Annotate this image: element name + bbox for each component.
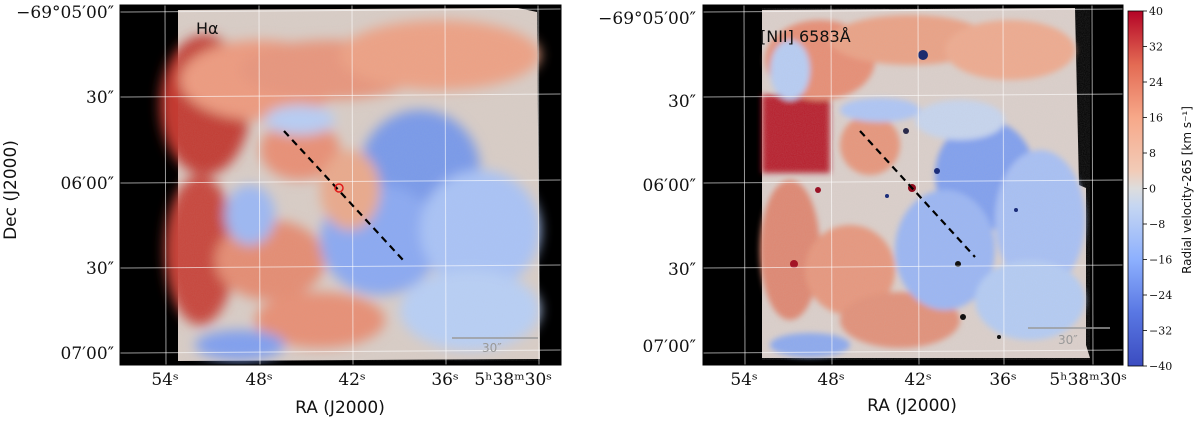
scale-bar-label: 30″ xyxy=(1058,333,1078,347)
colorbar-tick-label: −24 xyxy=(1149,289,1172,302)
colorbar-tick-label: 40 xyxy=(1149,5,1163,18)
dec-tick-label: 07′00″ xyxy=(643,337,696,357)
velocity-map xyxy=(160,8,540,361)
dec-tick-label: 30″ xyxy=(86,259,114,279)
ra-tick-label: 42ˢ xyxy=(904,370,931,390)
dec-tick-label: 30″ xyxy=(86,88,114,108)
colorbar: 40 32 24 16 8 0 −8 −16 −24 −32 −40 Radia… xyxy=(1127,5,1194,373)
ra-tick-label: 42ˢ xyxy=(338,370,365,390)
panel-label: [NII] 6583Å xyxy=(760,27,851,46)
slit-dashed-line xyxy=(859,130,976,258)
coordinate-grid xyxy=(702,4,1124,366)
colorbar-tick-label: 8 xyxy=(1149,147,1156,160)
ra-tick-label: 36ˢ xyxy=(989,370,1016,390)
axes-frame xyxy=(119,4,562,366)
colorbar-tick-label: −40 xyxy=(1149,360,1172,373)
x-axis-label: RA (J2000) xyxy=(867,396,957,416)
dec-tick-label: 06′00″ xyxy=(643,176,696,196)
dec-tick-label: 30″ xyxy=(668,92,696,112)
source-marker xyxy=(334,183,344,193)
colorbar-ticks xyxy=(1143,10,1147,367)
ra-tick-label: 48ˢ xyxy=(817,370,844,390)
panel-label: Hα xyxy=(196,19,219,38)
slit-dashed-line xyxy=(283,130,404,261)
panel-halpha: 30″ Hα −69°05′00″ 30″ 06′00″ 30″ 07′00″ … xyxy=(1,3,562,418)
ra-tick-label: 36ˢ xyxy=(431,370,458,390)
panel-nii: 30″ [NII] 6583Å −69°05′00″ 30″ 06′00″ 30… xyxy=(598,4,1127,416)
coordinate-grid xyxy=(119,4,562,366)
colorbar-tick-label: −8 xyxy=(1149,218,1165,231)
x-axis-label: RA (J2000) xyxy=(295,398,385,418)
axes-frame xyxy=(702,4,1124,366)
dec-tick-label: 07′00″ xyxy=(61,344,114,364)
colorbar-label: Radial velocity-265 [km s⁻¹] xyxy=(1180,106,1194,274)
ra-tick-label: 54ˢ xyxy=(730,370,757,390)
ra-tick-label: 54ˢ xyxy=(151,370,178,390)
colorbar-gradient xyxy=(1127,10,1144,367)
dec-tick-label: −69°05′00″ xyxy=(16,3,114,23)
ra-tick-label: 5ʰ38ᵐ30ˢ xyxy=(1049,370,1127,390)
colorbar-tick-label: 32 xyxy=(1149,41,1163,54)
dec-tick-label: 30″ xyxy=(668,260,696,280)
colorbar-tick-label: 16 xyxy=(1149,112,1163,125)
compact-sources xyxy=(790,50,1018,339)
y-axis-label: Dec (J2000) xyxy=(1,140,21,240)
dec-tick-label: 06′00″ xyxy=(61,174,114,194)
colorbar-tick-label: −32 xyxy=(1149,325,1172,338)
colorbar-tick-label: −16 xyxy=(1149,254,1172,267)
colorbar-tick-label: 24 xyxy=(1149,76,1163,89)
ra-tick-label: 5ʰ38ᵐ30ˢ xyxy=(474,370,552,390)
velocity-map xyxy=(760,8,1090,360)
dec-tick-label: −69°05′00″ xyxy=(598,9,696,29)
scale-bar-label: 30″ xyxy=(482,341,502,355)
colorbar-tick-label: 0 xyxy=(1149,183,1156,196)
ra-tick-label: 48ˢ xyxy=(245,370,272,390)
